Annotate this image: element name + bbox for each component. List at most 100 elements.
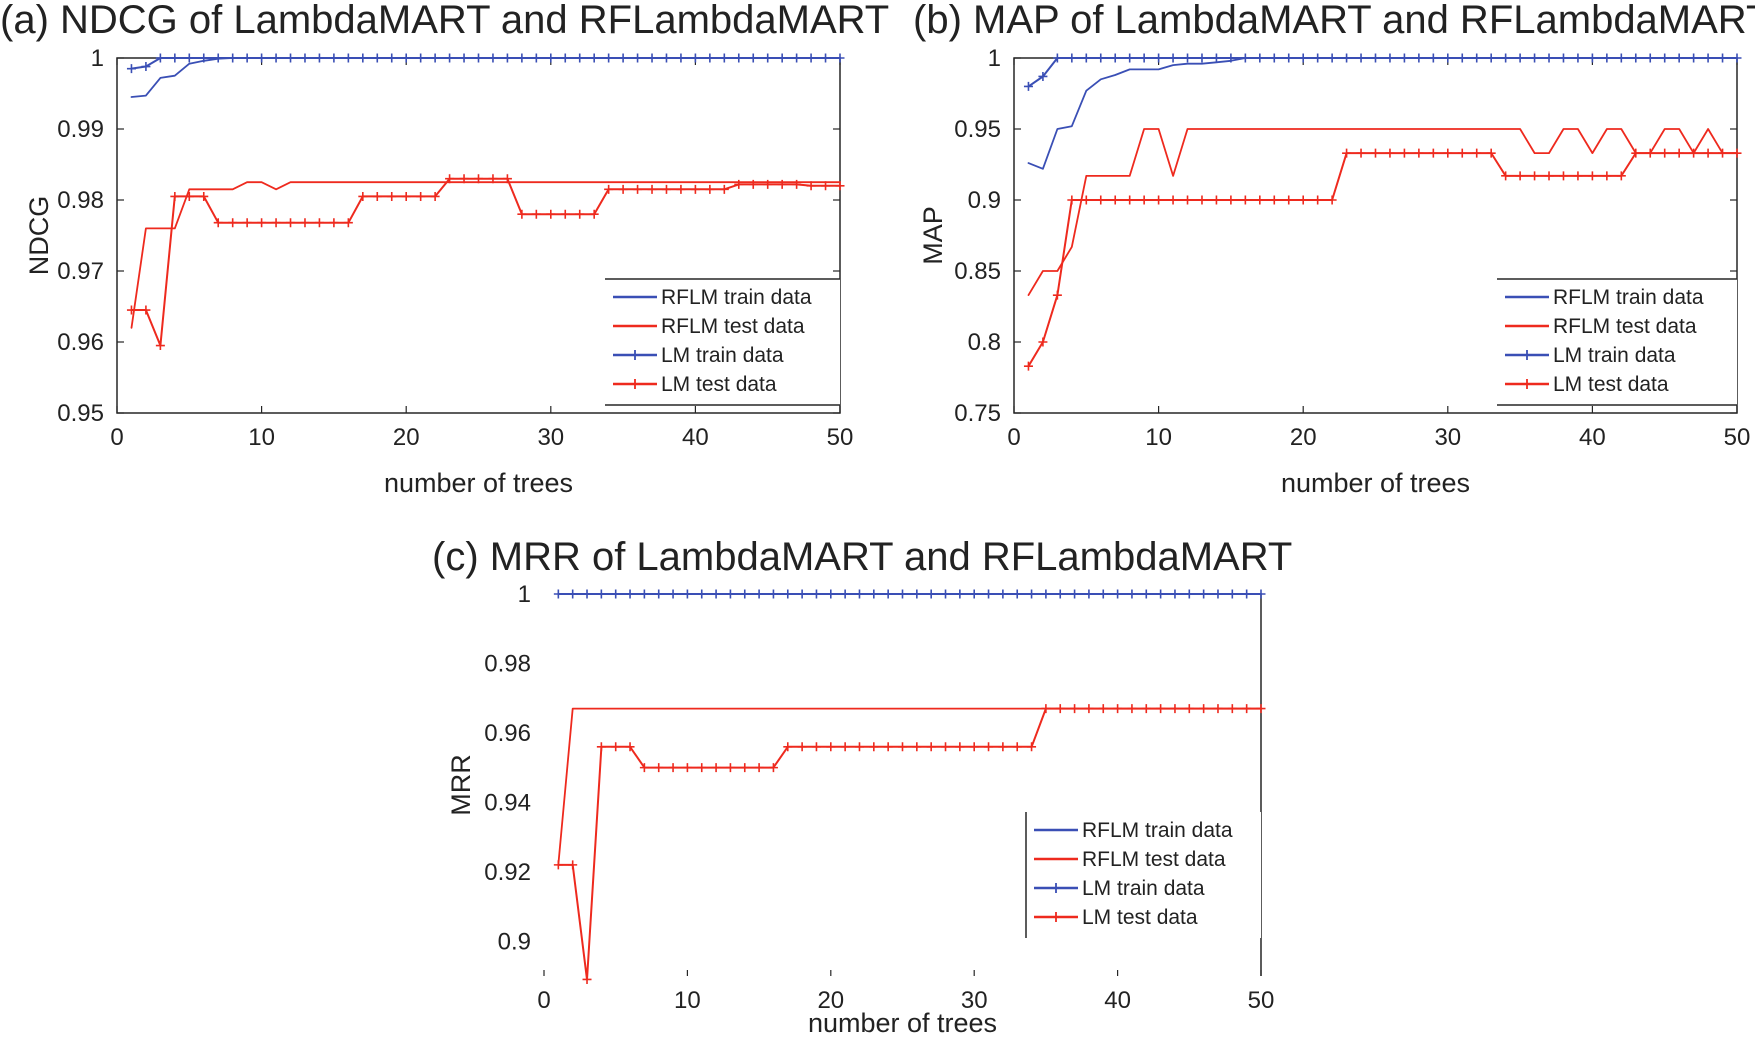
data-point-lm-train-data	[697, 589, 707, 599]
data-point-lm-test-data	[314, 218, 324, 228]
chart-title: (b) MAP of LambdaMART and RFLambdaMART	[913, 0, 1755, 42]
legend-label: RFLM test data	[1082, 848, 1226, 871]
data-point-lm-test-data	[1342, 148, 1352, 158]
data-point-lm-train-data	[358, 53, 368, 63]
legend-marker-lm-train-data	[1051, 883, 1061, 893]
data-point-lm-test-data	[1096, 195, 1106, 205]
data-point-lm-test-data	[1718, 148, 1728, 158]
data-point-lm-test-data	[682, 763, 692, 773]
x-axis-label: number of trees	[384, 468, 573, 498]
data-point-lm-test-data	[955, 742, 965, 752]
data-point-lm-test-data	[1055, 704, 1065, 714]
data-point-lm-test-data	[826, 742, 836, 752]
data-point-lm-train-data	[589, 53, 599, 63]
y-tick-label: 0.92	[484, 859, 531, 886]
data-point-lm-train-data	[625, 589, 635, 599]
data-point-lm-train-data	[682, 589, 692, 599]
data-point-lm-train-data	[633, 53, 643, 63]
data-point-lm-test-data	[1023, 361, 1033, 371]
data-point-lm-test-data	[1242, 704, 1252, 714]
data-point-lm-train-data	[1156, 589, 1166, 599]
legend-label: RFLM test data	[1553, 315, 1697, 338]
data-point-lm-train-data	[1012, 589, 1022, 599]
data-point-lm-train-data	[184, 53, 194, 63]
data-point-lm-train-data	[668, 589, 678, 599]
data-point-lm-train-data	[257, 53, 267, 63]
data-point-lm-train-data	[1472, 53, 1482, 63]
data-point-lm-test-data	[1041, 704, 1051, 714]
data-point-lm-test-data	[1327, 195, 1337, 205]
data-point-lm-test-data	[725, 763, 735, 773]
data-point-lm-train-data	[568, 589, 578, 599]
data-point-lm-test-data	[1070, 704, 1080, 714]
data-point-lm-train-data	[553, 589, 563, 599]
data-point-lm-train-data	[1660, 53, 1670, 63]
data-point-lm-train-data	[1356, 53, 1366, 63]
data-point-lm-test-data	[604, 184, 614, 194]
data-point-lm-test-data	[898, 742, 907, 752]
data-point-lm-train-data	[1689, 53, 1699, 63]
x-tick-label: 50	[827, 424, 854, 451]
data-point-lm-test-data	[1127, 704, 1137, 714]
data-point-lm-train-data	[1067, 53, 1077, 63]
data-point-lm-test-data	[763, 179, 773, 189]
data-point-lm-test-data	[329, 218, 339, 228]
data-point-lm-train-data	[676, 53, 686, 63]
data-point-lm-train-data	[711, 589, 721, 599]
series-line-lm-train-data	[1027, 57, 1738, 88]
series-line-rflm-train-data	[130, 57, 841, 98]
data-point-lm-test-data	[1515, 171, 1525, 181]
data-point-lm-test-data	[582, 974, 592, 984]
data-point-lm-test-data	[821, 181, 831, 191]
data-point-lm-test-data	[1110, 195, 1120, 205]
legend-label: RFLM train data	[1082, 819, 1233, 842]
data-point-lm-train-data	[604, 53, 614, 63]
x-tick-label: 0	[110, 424, 123, 451]
y-tick-label: 1	[91, 45, 104, 72]
data-point-lm-train-data	[416, 53, 426, 63]
data-point-lm-test-data	[1689, 148, 1699, 158]
data-point-lm-train-data	[754, 589, 764, 599]
chart-panel-c: (c) MRR of LambdaMART and RFLambdaMART 0 1…	[432, 535, 1292, 1038]
data-point-lm-test-data	[697, 763, 707, 773]
data-point-lm-test-data	[984, 742, 994, 752]
data-point-lm-test-data	[1486, 148, 1496, 158]
data-point-lm-train-data	[1342, 53, 1352, 63]
data-point-lm-train-data	[1141, 589, 1151, 599]
data-point-lm-test-data	[854, 742, 864, 752]
data-point-lm-train-data	[1428, 53, 1438, 63]
data-point-lm-test-data	[372, 191, 382, 201]
data-point-lm-train-data	[1327, 53, 1337, 63]
y-ticks: 0.75 0.8 0.85 0.9 0.95 1	[954, 45, 1737, 427]
data-point-lm-test-data	[286, 218, 296, 228]
data-point-lm-test-data	[1530, 171, 1540, 181]
data-point-lm-test-data	[797, 742, 807, 752]
data-point-lm-test-data	[647, 184, 657, 194]
x-axis-label: number of trees	[808, 1008, 997, 1038]
legend-label: RFLM train data	[1553, 286, 1704, 309]
y-tick-label: 0.94	[484, 789, 531, 816]
data-point-lm-train-data	[1226, 53, 1236, 63]
legend-label: LM test data	[1553, 373, 1669, 396]
data-point-lm-train-data	[647, 53, 657, 63]
data-point-lm-train-data	[1501, 53, 1511, 63]
data-point-lm-test-data	[1356, 148, 1366, 158]
data-point-lm-test-data	[1038, 337, 1048, 347]
data-point-lm-train-data	[969, 589, 979, 599]
data-point-lm-train-data	[984, 589, 994, 599]
data-point-lm-test-data	[768, 763, 778, 773]
legend-marker-lm-test-data	[630, 379, 640, 389]
data-point-lm-train-data	[430, 53, 440, 63]
data-point-lm-train-data	[661, 53, 671, 63]
data-point-lm-train-data	[560, 53, 570, 63]
data-point-lm-test-data	[1168, 195, 1178, 205]
data-point-lm-test-data	[1255, 195, 1265, 205]
legend-label: LM train data	[1082, 877, 1205, 900]
data-point-lm-test-data	[690, 184, 700, 194]
data-point-lm-train-data	[1170, 589, 1180, 599]
data-point-lm-train-data	[1096, 53, 1106, 63]
data-point-lm-train-data	[1486, 53, 1496, 63]
data-point-lm-train-data	[170, 53, 180, 63]
data-point-lm-test-data	[926, 742, 936, 752]
data-point-lm-train-data	[314, 53, 324, 63]
